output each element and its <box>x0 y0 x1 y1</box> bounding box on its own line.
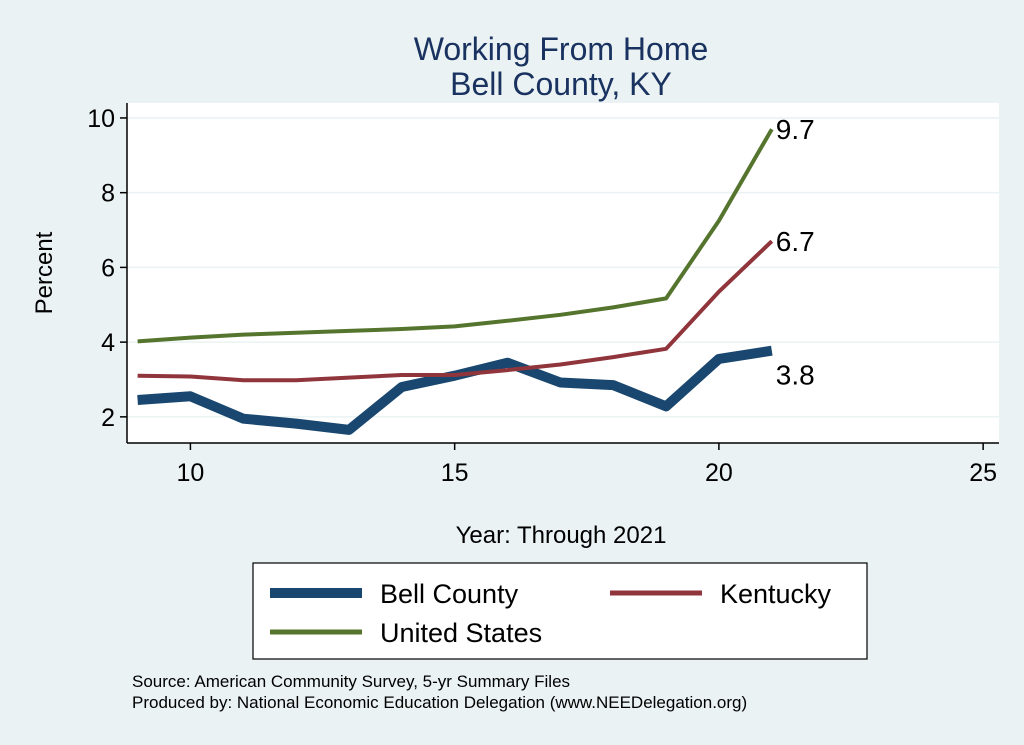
x-tick-label-15: 15 <box>441 459 469 487</box>
y-tick-label-10: 10 <box>87 105 115 133</box>
end-label-united-states: 9.7 <box>776 114 815 145</box>
ticks: 2 4 6 8 10 10 15 20 25 <box>87 105 997 487</box>
end-label-kentucky: 6.7 <box>776 226 815 257</box>
series-lines <box>137 128 774 435</box>
y-tick-label-4: 4 <box>101 329 115 357</box>
series-line-united-states <box>137 128 774 344</box>
legend-label-bell-county: Bell County <box>380 579 519 609</box>
y-tick-label-8: 8 <box>101 180 115 208</box>
y-tick-label-6: 6 <box>101 254 115 282</box>
grid-lines <box>127 117 999 418</box>
x-tick-label-25: 25 <box>969 459 997 487</box>
x-axis-label: Year: Through 2021 <box>456 522 667 549</box>
producer-note: Produced by: National Economic Education… <box>132 693 747 712</box>
y-tick-label-2: 2 <box>101 404 115 432</box>
x-tick-label-20: 20 <box>705 459 733 487</box>
legend-box <box>252 562 868 660</box>
plot-area <box>127 103 999 443</box>
legend-label-kentucky: Kentucky <box>720 579 832 609</box>
axes <box>126 103 999 444</box>
end-label-bell-county: 3.8 <box>776 360 815 391</box>
legend: Bell County Kentucky United States <box>252 562 868 660</box>
y-axis-label: Percent <box>31 231 58 314</box>
series-line-kentucky <box>137 239 774 383</box>
legend-label-united-states: United States <box>380 618 542 648</box>
source-note: Source: American Community Survey, 5-yr … <box>132 672 570 691</box>
x-tick-label-10: 10 <box>177 459 205 487</box>
end-labels: 3.8 6.7 9.7 <box>776 114 815 391</box>
chart-title-line-2: Bell County, KY <box>450 66 672 102</box>
chart-title-line-1: Working From Home <box>414 31 709 67</box>
